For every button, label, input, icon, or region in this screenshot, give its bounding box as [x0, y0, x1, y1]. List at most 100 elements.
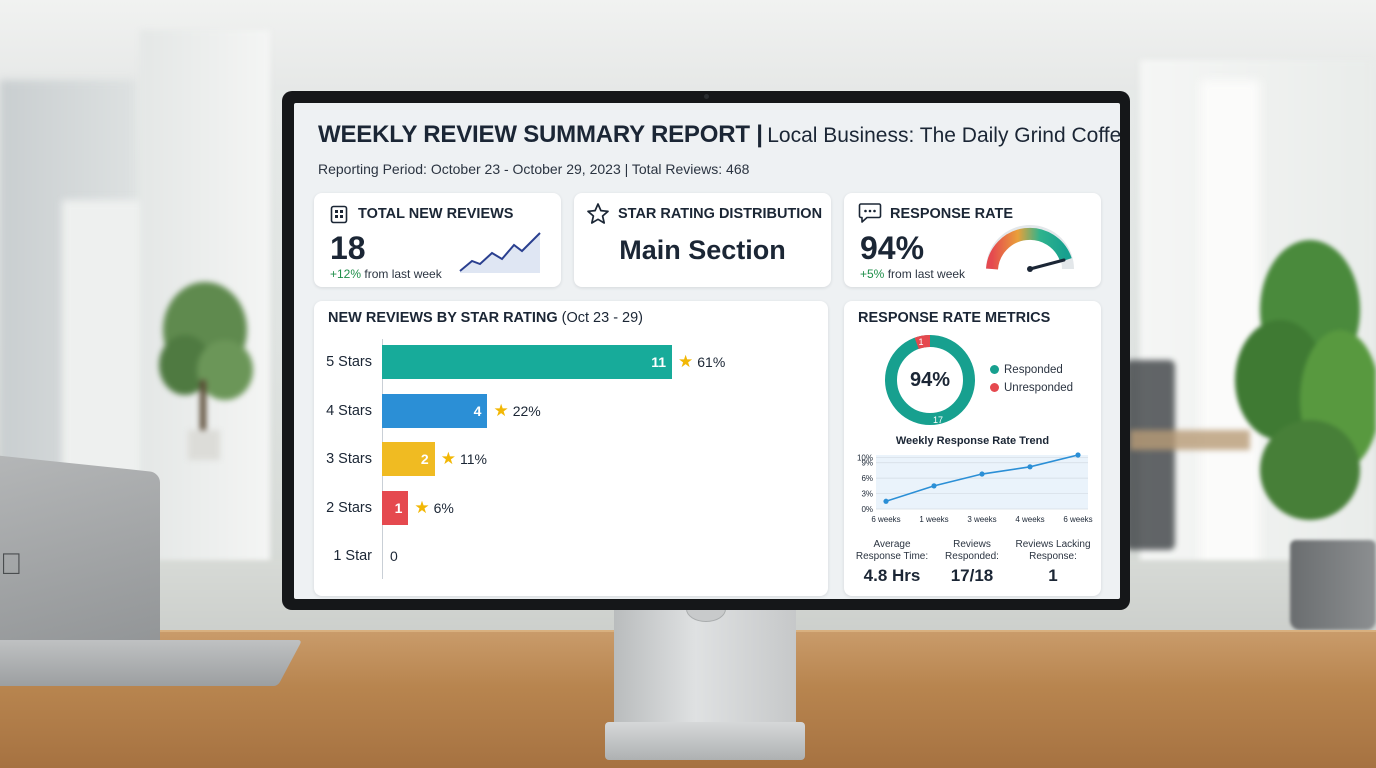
reviews-by-star-title-main: NEW REVIEWS BY STAR RATING [328, 310, 558, 326]
star-distribution-title: STAR RATING DISTRIBUTION [618, 206, 823, 222]
y-tick-label: 10% [857, 454, 873, 463]
y-tick-label: 9% [861, 459, 873, 468]
star-rating-distribution-card[interactable]: STAR RATING DISTRIBUTION Main Section [574, 193, 831, 287]
star-icon: ★ [678, 352, 694, 371]
bar-category-label: 4 Stars [326, 402, 372, 419]
office-chair [1125, 360, 1175, 550]
reporting-period: Reporting Period: October 23 - October 2… [318, 161, 750, 177]
chat-bubble-icon [858, 203, 882, 223]
left-doorway [62, 200, 147, 500]
left-plant [159, 282, 253, 460]
response-rate-card[interactable]: RESPONSE RATE 94% +5% from last week [844, 193, 1101, 287]
bar-category-label: 1 Star [333, 548, 372, 564]
bar-row: 5 Stars 11 ★ 61% [314, 345, 828, 379]
bar-value-label: 0 [390, 548, 398, 564]
webcam [704, 94, 709, 99]
bar-value-label: 2 [420, 451, 429, 467]
response-rate-delta: +5% from last week [860, 267, 965, 281]
y-tick-label: 3% [861, 490, 873, 499]
trend-point [1027, 464, 1033, 470]
bar-row: 4 Stars 4 ★ 22% [314, 393, 828, 428]
percent-text: 61% [697, 354, 726, 370]
response-metrics-title: RESPONSE RATE METRICS [858, 310, 1051, 326]
percent-text: 22% [512, 402, 541, 419]
bar-value-label: 1 [394, 499, 403, 516]
percent-text: 11% [459, 451, 487, 467]
stat-value: 1 [1048, 566, 1058, 585]
donut-center-label: 94% [910, 369, 950, 391]
bar: 2 [382, 442, 435, 476]
x-tick-label: 4 weeks [1015, 515, 1044, 524]
total-new-reviews-value: 18 [330, 230, 366, 266]
legend-unresponded-label: Unresponded [1004, 382, 1074, 394]
plant-pot [1290, 540, 1376, 630]
reviews-by-star-card: NEW REVIEWS BY STAR RATING (Oct 23 - 29)… [314, 301, 828, 596]
response-rate-metrics-card: RESPONSE RATE METRICS 94% 1 17 Responded… [844, 301, 1101, 596]
laptop-base [0, 640, 303, 686]
delta-suffix: from last week [364, 267, 442, 281]
stat-value: 17/18 [950, 566, 994, 585]
bar-row: 1 Star 0 [314, 539, 828, 573]
bar: 1 [382, 490, 409, 525]
total-new-reviews-delta: +12% from last week [330, 267, 442, 281]
stat-label-line1: Reviews Lacking [1015, 539, 1091, 550]
x-tick-label: 3 weeks [967, 515, 996, 524]
apple-logo-icon:  [0, 548, 23, 582]
reviews-lacking-response-stat: Reviews Lacking Response: 1 [1008, 539, 1098, 586]
legend-responded-label: Responded [1004, 364, 1063, 376]
stat-label-line1: Reviews [953, 539, 991, 550]
bar-percent-label: ★ 61% [678, 345, 725, 379]
right-window-glare [1200, 80, 1260, 580]
stat-label-line2: Response: [1029, 551, 1077, 562]
reviews-responded-stat: Reviews Responded: 17/18 [932, 539, 1012, 586]
x-tick-label: 6 weeks [871, 515, 900, 524]
donut-unresponded-slice [914, 335, 931, 350]
bar-percent-label: ★ 6% [414, 491, 453, 525]
legend-unresponded: Unresponded [990, 382, 1073, 394]
y-tick-label: 0% [861, 505, 873, 514]
weekly-response-trend-chart: 0% 3% 6% 9%10% 6 weeks 1 weeks 3 weeks 4 weeks 6… [857, 452, 1093, 524]
total-new-reviews-title: TOTAL NEW REVIEWS [358, 206, 514, 222]
bar-category-label: 2 Stars [326, 499, 372, 516]
delta-suffix: from last week [887, 267, 966, 281]
main-section-label: Main Section [619, 235, 786, 265]
report-title: WEEKLY REVIEW SUMMARY REPORT | Local Bus… [318, 121, 1120, 149]
legend-dot-unresponded [990, 383, 999, 392]
star-icon: ★ [440, 449, 456, 468]
total-new-reviews-card[interactable]: TOTAL NEW REVIEWS 18 +12% from last week [314, 193, 561, 287]
report-business-name: Local Business: The Daily Grind Coffee [767, 124, 1120, 147]
response-rate-gauge [986, 225, 1074, 272]
bar-category-label: 5 Stars [326, 354, 372, 370]
legend-responded: Responded [990, 364, 1063, 376]
stat-label-line2: Response Time: [855, 551, 929, 562]
reviews-by-star-title: NEW REVIEWS BY STAR RATING (Oct 23 - 29) [328, 310, 643, 326]
delta-value: +5% [860, 267, 885, 281]
percent-text: 6% [433, 499, 454, 516]
dashboard-screen: WEEKLY REVIEW SUMMARY REPORT | Local Bus… [294, 103, 1120, 599]
stat-label-line1: Average [873, 539, 911, 550]
delta-value: +12% [330, 267, 362, 281]
background-desk [1130, 430, 1250, 450]
trend-point [931, 483, 937, 489]
stat-label-line2: Responded: [945, 551, 999, 562]
bar: 11 [382, 345, 672, 379]
donut-unresponded-label: 1 [918, 337, 923, 347]
bar-row: 2 Stars 1 ★ 6% [314, 490, 828, 525]
report-title-main: WEEKLY REVIEW SUMMARY REPORT | [318, 121, 763, 148]
response-donut-chart: 94% 1 17 [885, 335, 975, 425]
donut-responded-label: 17 [933, 415, 943, 425]
x-tick-label: 1 weeks [919, 515, 948, 524]
bar-percent-label: ★ 22% [493, 394, 540, 428]
star-icon: ★ [493, 400, 509, 420]
x-tick-label: 6 weeks [1063, 515, 1092, 524]
trend-point [979, 471, 985, 477]
response-rate-title: RESPONSE RATE [890, 206, 1014, 222]
bar-value-label: 4 [473, 402, 482, 419]
monitor-stand-foot [605, 722, 805, 760]
response-rate-value: 94% [860, 230, 925, 266]
avg-response-time-stat: Average Response Time: 4.8 Hrs [850, 539, 934, 586]
y-tick-label: 6% [861, 474, 873, 483]
star-icon: ★ [414, 497, 430, 517]
legend-dot-responded [990, 365, 999, 374]
bar-value-label: 11 [651, 354, 666, 370]
